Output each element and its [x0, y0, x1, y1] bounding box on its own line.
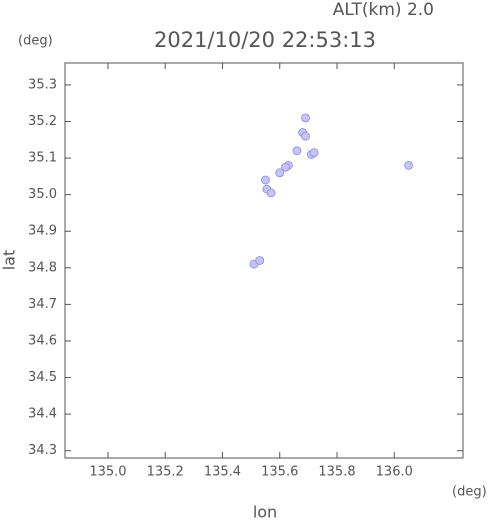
- x-tick-label: 135.2: [147, 465, 184, 480]
- echo-point: [266, 188, 276, 198]
- x-unit: (deg): [452, 485, 487, 500]
- x-axis-label: lon: [253, 503, 277, 521]
- echo-point: [281, 162, 290, 172]
- y-tick-label: 34.4: [28, 407, 57, 422]
- echo-point: [309, 148, 319, 158]
- y-tick-label: 34.5: [28, 370, 57, 385]
- x-tick-label: 135.0: [89, 465, 126, 480]
- echo-point: [301, 131, 310, 141]
- echo-point: [301, 113, 310, 123]
- y-tick-label: 35.1: [28, 151, 57, 166]
- y-tick-label: 34.7: [28, 297, 57, 312]
- x-tick-label: 135.4: [204, 465, 241, 480]
- y-tick-label: 34.6: [28, 333, 57, 348]
- echo-point: [261, 175, 270, 185]
- echo-point: [275, 168, 285, 178]
- y-tick-label: 35.0: [28, 187, 57, 202]
- echo-point: [255, 256, 265, 265]
- y-tick-label: 35.3: [28, 77, 57, 92]
- y-tick-label: 34.9: [28, 224, 57, 239]
- y-tick-label: 35.2: [28, 114, 57, 129]
- y-tick-label: 34.3: [28, 443, 57, 458]
- y-axis-label: lat: [0, 250, 19, 271]
- plot-frame: [64, 62, 464, 459]
- y-tick-label: 34.8: [28, 260, 57, 275]
- chart-title: 2021/10/20 22:53:13: [154, 28, 376, 52]
- x-tick-label: 136.0: [376, 465, 413, 480]
- x-tick-label: 135.6: [261, 465, 298, 480]
- x-tick-label: 135.8: [318, 465, 355, 480]
- y-unit: (deg): [18, 34, 53, 49]
- echo-point: [292, 146, 302, 156]
- echo-point: [404, 161, 413, 170]
- chart-subtitle: ALT(km) 2.0: [333, 0, 434, 20]
